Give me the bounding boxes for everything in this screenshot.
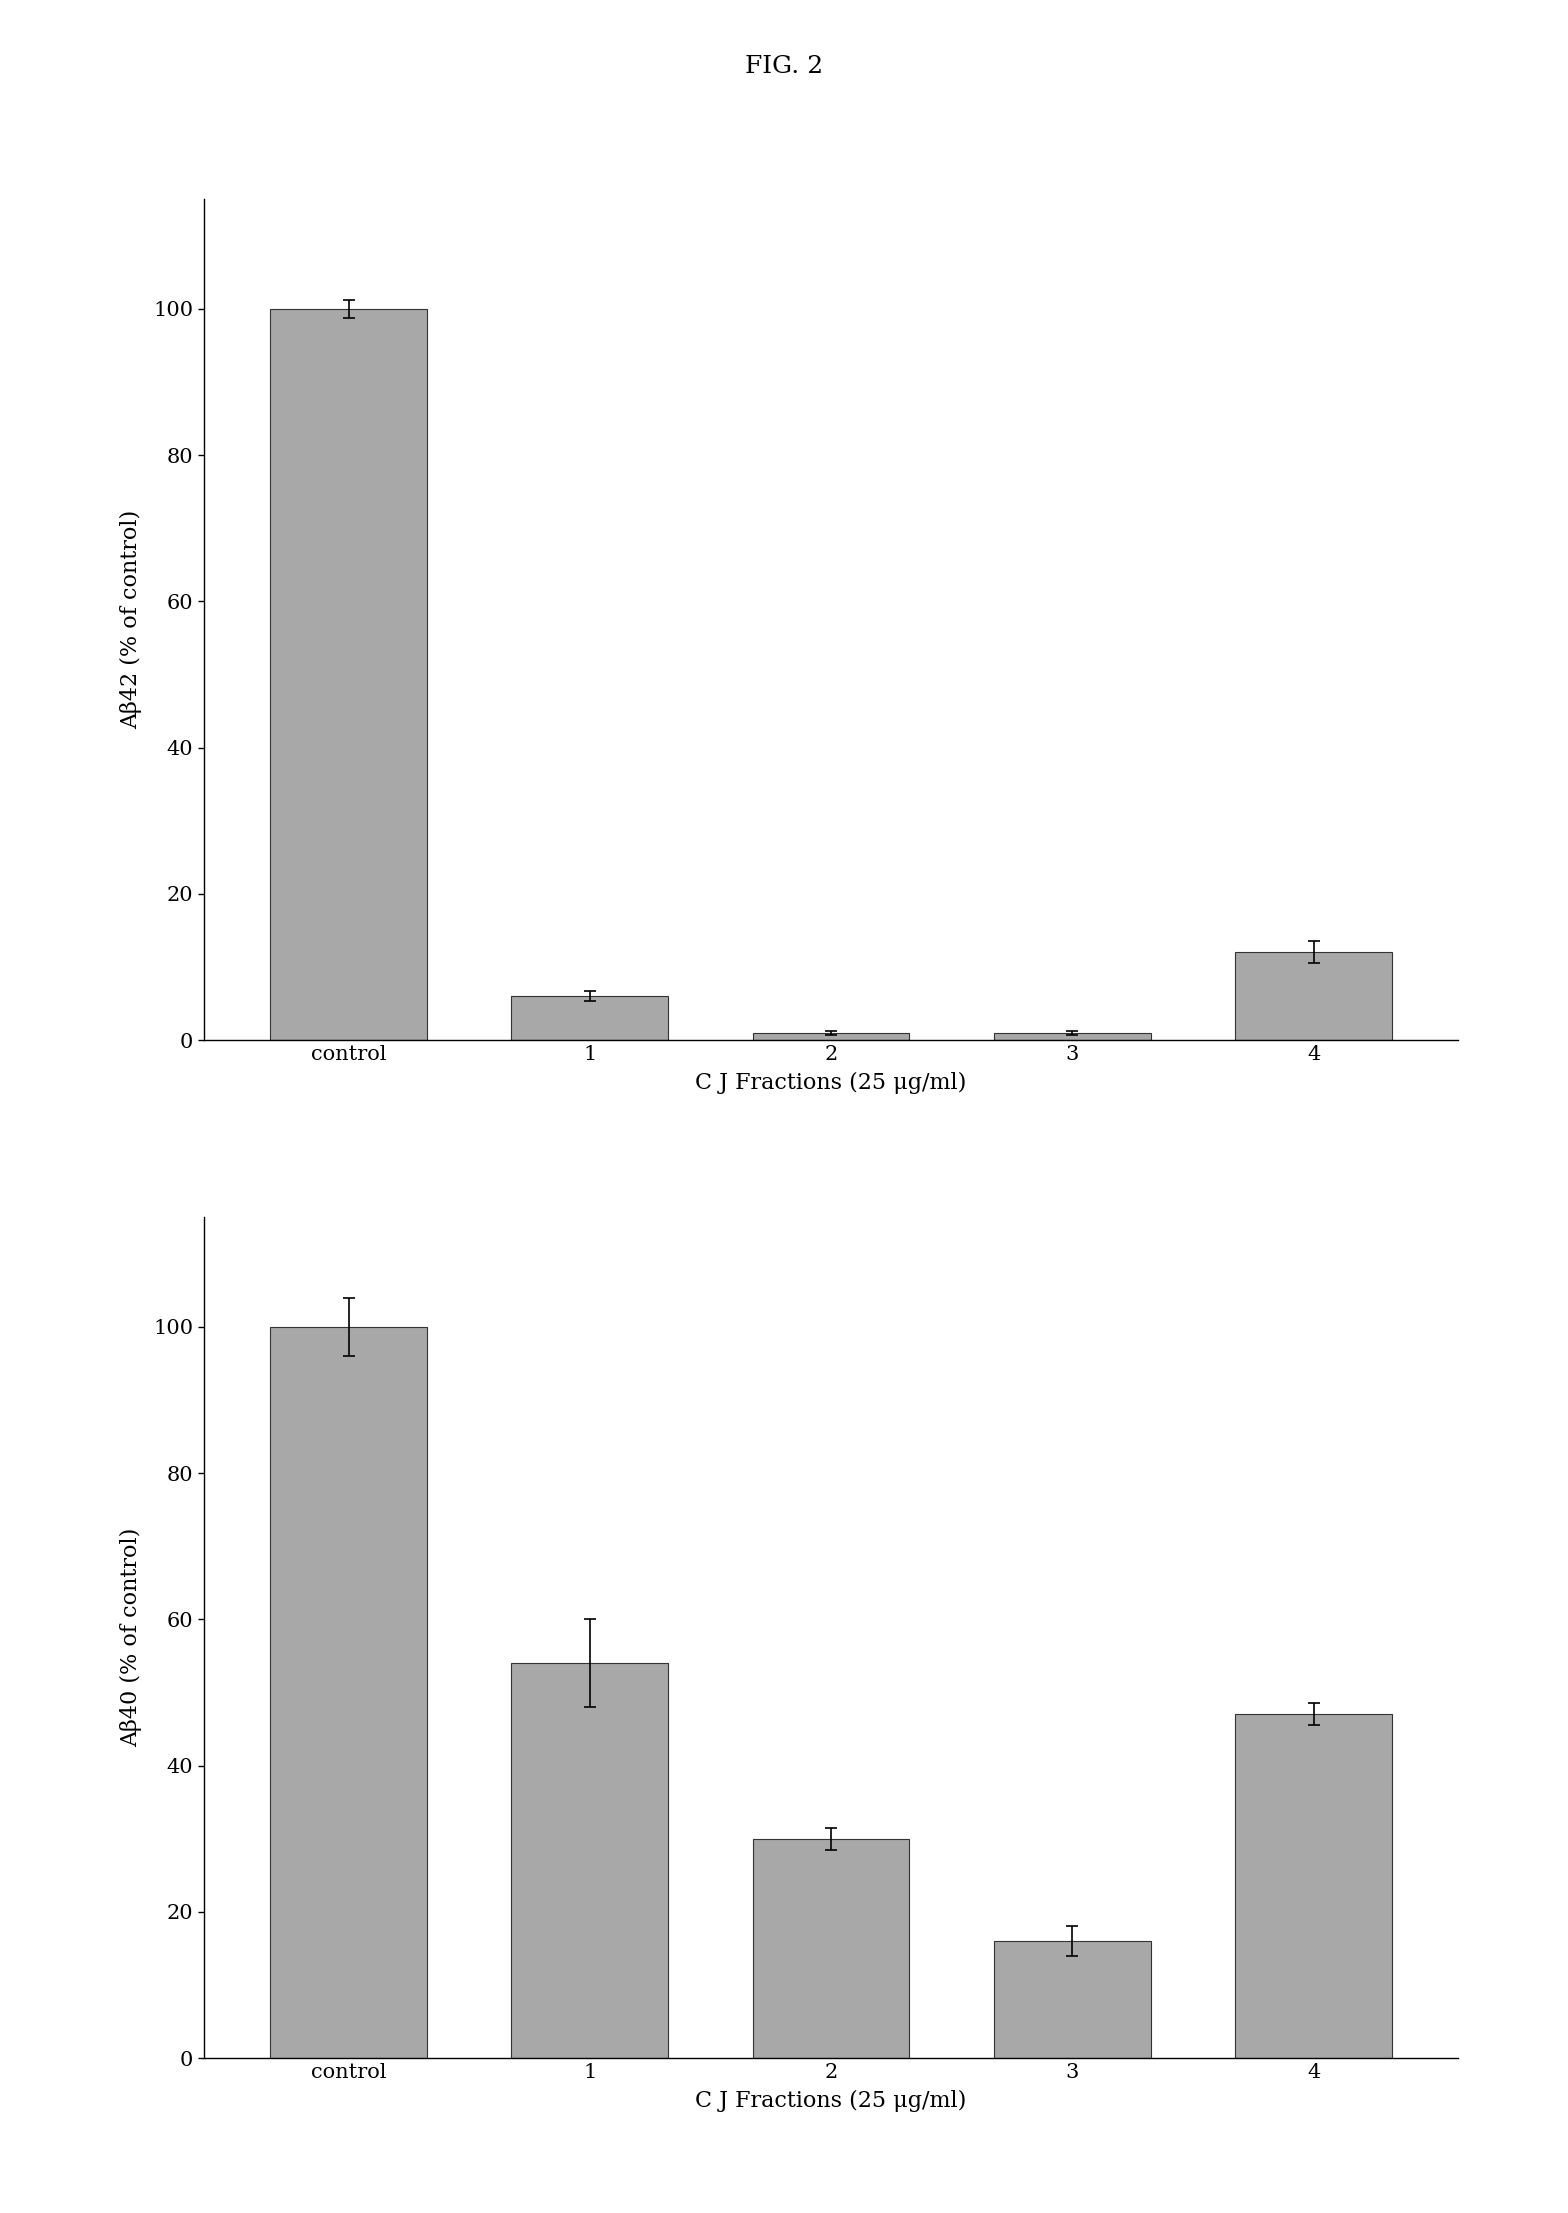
- Bar: [270, 310, 426, 1040]
- Bar: [753, 1839, 909, 2058]
- Bar: [511, 996, 668, 1040]
- Text: FIG. 2: FIG. 2: [745, 55, 823, 77]
- Bar: [753, 1033, 909, 1040]
- Y-axis label: Aβ40 (% of control): Aβ40 (% of control): [121, 1527, 143, 1748]
- X-axis label: C J Fractions (25 μg/ml): C J Fractions (25 μg/ml): [695, 1073, 967, 1095]
- Y-axis label: Aβ42 (% of control): Aβ42 (% of control): [121, 509, 143, 730]
- Bar: [1236, 952, 1392, 1040]
- Bar: [994, 1941, 1151, 2058]
- Bar: [1236, 1715, 1392, 2058]
- Bar: [511, 1664, 668, 2058]
- Bar: [994, 1033, 1151, 1040]
- X-axis label: C J Fractions (25 μg/ml): C J Fractions (25 μg/ml): [695, 2091, 967, 2113]
- Bar: [270, 1328, 426, 2058]
